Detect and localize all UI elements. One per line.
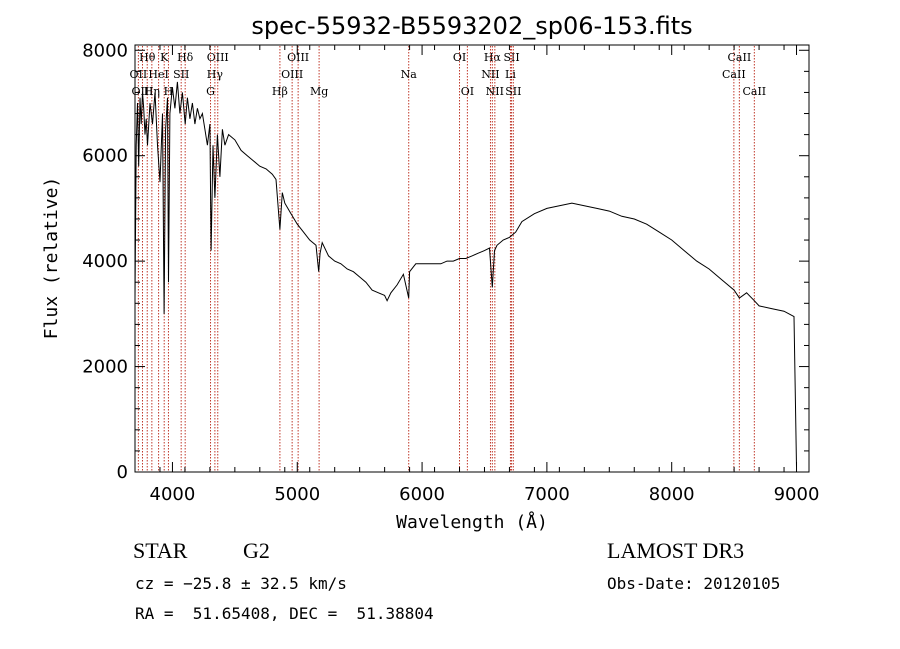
x-axis-label: Wavelength (Å): [396, 511, 548, 533]
spectral-line-label: SII: [505, 85, 521, 98]
spectral-line-label: OI: [461, 85, 474, 98]
spectral-line-label: OIII: [287, 51, 309, 64]
object-subclass: G2: [243, 538, 270, 563]
y-tick-label: 4000: [82, 251, 128, 272]
object-type: STAR: [133, 538, 188, 563]
chart-title: spec-55932-B5593202_sp06-153.fits: [251, 12, 692, 40]
y-tick-label: 6000: [82, 146, 128, 167]
spectral-line-label: OIII: [131, 85, 153, 98]
spectral-line-label: OII: [130, 68, 148, 81]
redshift-cz: cz = −25.8 ± 32.5 km/s: [135, 574, 347, 593]
y-tick-label: 8000: [82, 40, 128, 61]
plot-frame: [134, 44, 810, 473]
spectral-line-label: CaII: [728, 51, 752, 64]
y-axis-label: Flux (relative): [41, 177, 62, 340]
x-tick-label: 4000: [150, 484, 196, 505]
spectral-line-label: K: [160, 51, 169, 64]
spectral-line-label: H: [164, 85, 174, 98]
spectral-line-label: Hβ: [272, 85, 288, 98]
x-tick-label: 9000: [774, 484, 820, 505]
spectral-line-label: CaII: [722, 68, 746, 81]
spectral-line-label: Hη: [144, 85, 160, 98]
spectral-line-label: Hγ: [207, 68, 224, 81]
spectral-line-label: Hδ: [177, 51, 194, 64]
x-tick-label: 8000: [649, 484, 695, 505]
spectral-line-label: NII: [486, 85, 504, 98]
survey-name: LAMOST DR3: [607, 538, 745, 563]
coordinates: RA = 51.65408, DEC = 51.38804: [135, 604, 434, 623]
spectral-line-label: SII: [173, 68, 189, 81]
spectral-line-label: Na: [401, 68, 418, 81]
spectral-line-label: HeI: [148, 68, 168, 81]
spectral-line-label: SII: [503, 51, 519, 64]
flux-series-line: [134, 81, 797, 467]
observation-date: Obs-Date: 20120105: [607, 574, 781, 593]
spectral-line-label: OI: [453, 51, 466, 64]
spectral-line-label: Hθ: [139, 51, 156, 64]
x-tick-label: 7000: [524, 484, 570, 505]
y-tick-label: 2000: [82, 357, 128, 378]
spectral-line-label: Mg: [310, 85, 328, 98]
x-tick-label: 6000: [399, 484, 445, 505]
spectral-line-label: Li: [505, 68, 516, 81]
axis-ticks: 4000 5000 6000 7000 8000 9000 0 2000 4000 6000 800…: [82, 40, 819, 505]
spectral-line-label: G: [206, 85, 215, 98]
spectral-line-label: OIII: [281, 68, 303, 81]
spectral-line-label: Hα: [484, 51, 502, 64]
x-tick-label: 5000: [274, 484, 320, 505]
spectral-line-label: OIII: [207, 51, 229, 64]
spectral-line-label: CaII: [742, 85, 766, 98]
spectral-line-label: NII: [481, 68, 499, 81]
y-tick-label: 0: [117, 462, 128, 483]
